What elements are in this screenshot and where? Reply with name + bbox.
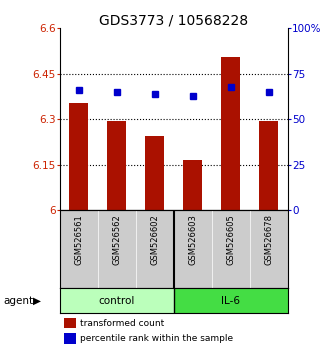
Text: GSM526605: GSM526605 <box>226 214 235 265</box>
Bar <box>221 57 240 210</box>
Text: GSM526603: GSM526603 <box>188 214 197 265</box>
Text: GSM526561: GSM526561 <box>74 214 83 265</box>
Text: IL-6: IL-6 <box>221 296 240 306</box>
Bar <box>145 136 164 210</box>
Text: GSM526678: GSM526678 <box>264 214 273 265</box>
Title: GDS3773 / 10568228: GDS3773 / 10568228 <box>99 13 248 27</box>
Bar <box>183 160 202 210</box>
Text: control: control <box>99 296 135 306</box>
Text: agent: agent <box>3 296 33 306</box>
Bar <box>260 121 278 210</box>
Bar <box>107 121 126 210</box>
Bar <box>60 289 174 313</box>
Bar <box>174 289 288 313</box>
Text: ▶: ▶ <box>33 296 41 306</box>
Text: percentile rank within the sample: percentile rank within the sample <box>80 334 233 343</box>
Bar <box>64 318 75 328</box>
Text: transformed count: transformed count <box>80 319 165 328</box>
Bar <box>64 333 75 343</box>
Bar <box>69 103 88 210</box>
Text: GSM526562: GSM526562 <box>112 214 121 265</box>
Text: GSM526602: GSM526602 <box>150 214 159 265</box>
